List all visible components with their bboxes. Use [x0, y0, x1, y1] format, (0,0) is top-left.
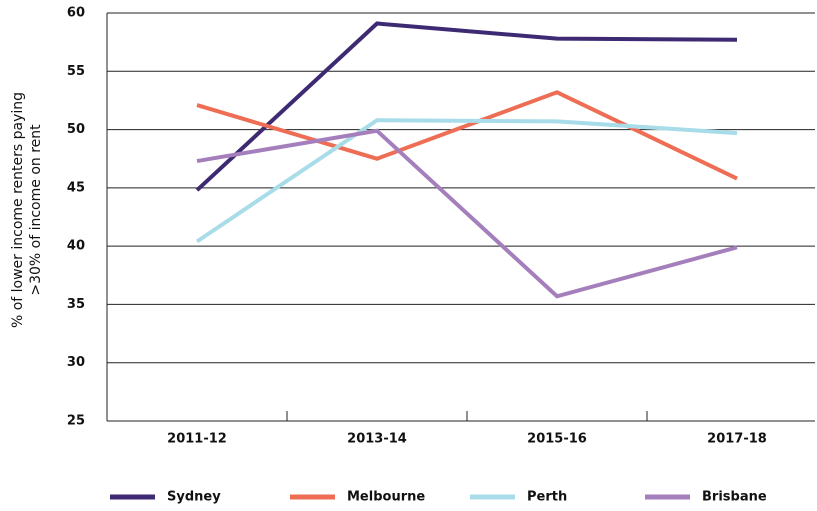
legend-label: Perth [527, 490, 567, 505]
y-axis-label: >30% of income on rent [28, 124, 44, 296]
x-tick-label: 2017-18 [707, 432, 767, 447]
y-axis-label: % of lower income renters paying [10, 92, 26, 328]
y-tick-label: 60 [67, 6, 85, 21]
series-line [195, 21, 738, 192]
y-tick-label: 30 [67, 355, 85, 370]
series-line [195, 118, 738, 244]
legend-label: Melbourne [347, 490, 425, 505]
y-tick-label: 35 [67, 297, 85, 312]
y-tick-label: 45 [67, 180, 85, 195]
series-line [196, 90, 738, 181]
y-tick-label: 25 [67, 414, 85, 429]
y-tick-label: 40 [67, 239, 85, 254]
y-tick-label: 55 [67, 64, 85, 79]
y-tick-label: 50 [67, 122, 85, 137]
x-tick-label: 2013-14 [347, 432, 407, 447]
x-tick-label: 2015-16 [527, 432, 587, 447]
legend-label: Brisbane [702, 490, 767, 505]
legend-label: Sydney [167, 490, 221, 505]
series-line [196, 128, 738, 299]
x-tick-label: 2011-12 [167, 432, 227, 447]
